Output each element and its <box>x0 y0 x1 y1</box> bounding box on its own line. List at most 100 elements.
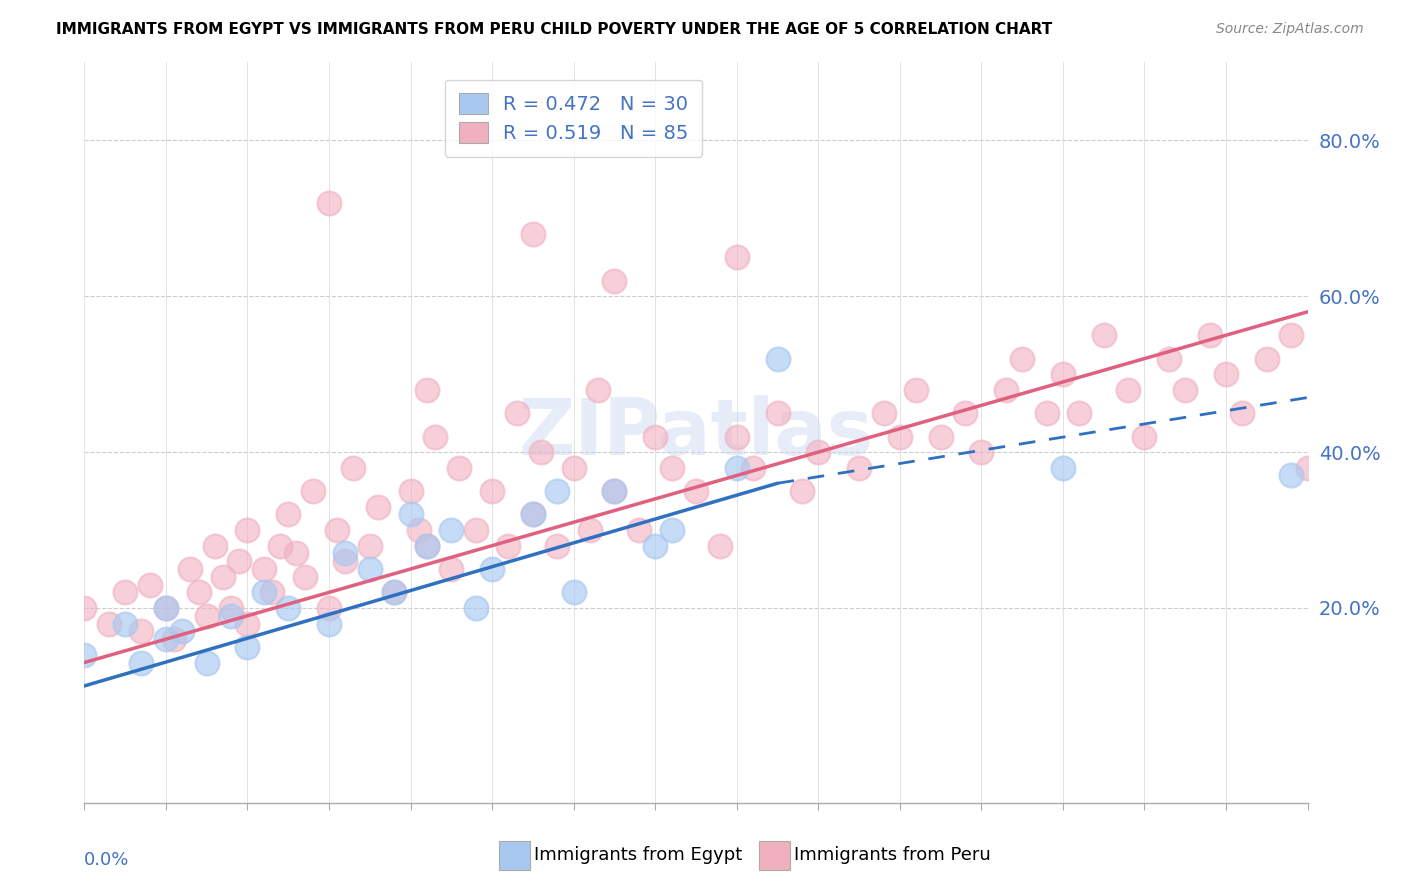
Point <box>155 601 177 615</box>
Point <box>766 351 789 366</box>
Point <box>114 616 136 631</box>
Point <box>872 406 894 420</box>
Point <box>603 484 626 499</box>
Point <box>163 632 186 647</box>
Point <box>138 577 160 591</box>
Point <box>627 523 650 537</box>
Point <box>212 570 235 584</box>
Point <box>219 608 242 623</box>
Point <box>253 585 276 599</box>
Point <box>685 484 707 499</box>
Point <box>481 562 503 576</box>
Point <box>1279 328 1302 343</box>
Point <box>335 546 357 560</box>
Point <box>1279 468 1302 483</box>
Point <box>172 624 194 639</box>
Text: ZIPatlas: ZIPatlas <box>519 394 873 471</box>
Point <box>195 608 218 623</box>
Point <box>1069 406 1091 420</box>
Point <box>277 508 299 522</box>
Point <box>236 640 259 654</box>
Point <box>277 601 299 615</box>
Point <box>204 539 226 553</box>
Point <box>423 429 446 443</box>
Point <box>1174 383 1197 397</box>
Point <box>1198 328 1220 343</box>
Point <box>318 601 340 615</box>
Point <box>725 460 748 475</box>
Text: Immigrants from Peru: Immigrants from Peru <box>794 847 991 864</box>
Point <box>970 445 993 459</box>
Point <box>1215 367 1237 381</box>
Point <box>416 539 439 553</box>
Text: Source: ZipAtlas.com: Source: ZipAtlas.com <box>1216 22 1364 37</box>
Point <box>579 523 602 537</box>
Point <box>464 523 486 537</box>
Point <box>382 585 405 599</box>
Point <box>179 562 201 576</box>
Point <box>97 616 120 631</box>
Point <box>742 460 765 475</box>
Point <box>416 539 439 553</box>
Text: 0.0%: 0.0% <box>84 851 129 869</box>
Point <box>399 508 422 522</box>
Point <box>1256 351 1278 366</box>
Point <box>416 383 439 397</box>
Point <box>481 484 503 499</box>
Point <box>889 429 911 443</box>
Point <box>449 460 471 475</box>
Point <box>603 274 626 288</box>
Point <box>1052 460 1074 475</box>
Point <box>1116 383 1139 397</box>
Point <box>294 570 316 584</box>
Point <box>562 585 585 599</box>
Point <box>1296 460 1319 475</box>
Point <box>562 460 585 475</box>
Point <box>114 585 136 599</box>
Point <box>440 562 463 576</box>
Point <box>994 383 1017 397</box>
Point <box>725 429 748 443</box>
Point <box>661 523 683 537</box>
Point <box>260 585 283 599</box>
Text: Immigrants from Egypt: Immigrants from Egypt <box>534 847 742 864</box>
Point <box>399 484 422 499</box>
Point <box>382 585 405 599</box>
Point <box>644 429 666 443</box>
Point <box>1157 351 1180 366</box>
Point <box>228 554 250 568</box>
Point <box>219 601 242 615</box>
Point <box>848 460 870 475</box>
Point <box>498 539 520 553</box>
Point <box>131 656 153 670</box>
Point <box>603 484 626 499</box>
Point <box>285 546 308 560</box>
Point <box>522 227 544 241</box>
Point <box>1092 328 1115 343</box>
Point <box>326 523 349 537</box>
Point <box>725 250 748 264</box>
Point <box>530 445 553 459</box>
Point <box>73 648 96 662</box>
Point <box>709 539 731 553</box>
Point <box>236 616 259 631</box>
Point <box>440 523 463 537</box>
Point <box>644 539 666 553</box>
Point <box>1052 367 1074 381</box>
Point <box>661 460 683 475</box>
Point <box>301 484 323 499</box>
Point <box>408 523 430 537</box>
Point <box>505 406 527 420</box>
Point <box>546 484 568 499</box>
Point <box>807 445 830 459</box>
Point <box>464 601 486 615</box>
Point <box>522 508 544 522</box>
Point <box>905 383 928 397</box>
Point <box>335 554 357 568</box>
Point <box>790 484 813 499</box>
Point <box>269 539 291 553</box>
Point <box>546 539 568 553</box>
Point <box>318 616 340 631</box>
Point <box>195 656 218 670</box>
Point <box>1133 429 1156 443</box>
